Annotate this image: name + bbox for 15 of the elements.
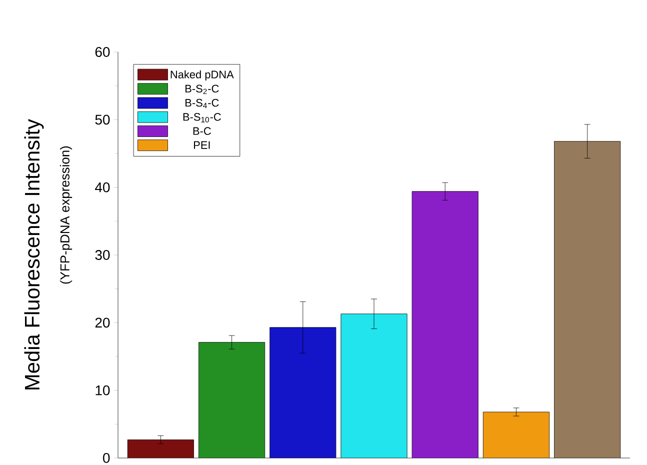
- y-tick-label: 60: [95, 47, 110, 57]
- legend-label: Naked pDNA: [170, 70, 234, 81]
- y-tick-label: 10: [96, 385, 110, 396]
- y-tick-label: 20: [95, 318, 110, 328]
- text: (YFP-pDNA expression): [60, 146, 72, 284]
- y-tick-label: 0: [103, 453, 110, 463]
- y-tick-label: 40: [95, 182, 110, 192]
- legend-label: B-S$_{2}$-C: [186, 84, 219, 94]
- legend-label: B-S$_{4}$-C: [186, 98, 219, 108]
- legend-label: PEI: [194, 141, 210, 149]
- legend-label: B-C: [193, 127, 211, 135]
- y-tick-label: 30: [95, 250, 110, 260]
- y-axis-title: Media Fluorescence Intensity: [24, 119, 44, 390]
- y-tick-label: 50: [95, 114, 110, 125]
- legend-label: B-S$_{10}$-C: [183, 113, 221, 122]
